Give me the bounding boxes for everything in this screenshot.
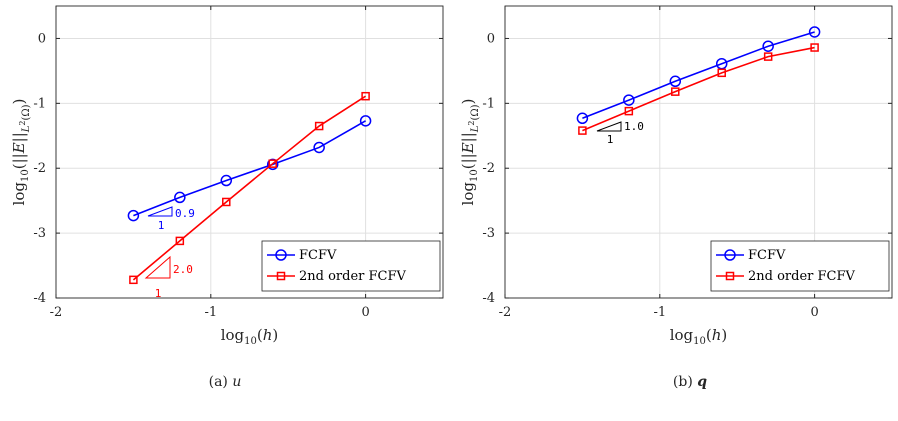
y-tick-label: -1 bbox=[33, 96, 46, 111]
y-tick-label: -3 bbox=[33, 226, 46, 241]
legend-box bbox=[261, 240, 441, 292]
data-point bbox=[222, 197, 231, 207]
data-point bbox=[762, 40, 774, 52]
y-tick-label: 0 bbox=[38, 31, 46, 46]
data-point bbox=[313, 141, 325, 154]
y-tick-label: -2 bbox=[482, 161, 495, 176]
y-tick-label: -4 bbox=[33, 291, 46, 306]
data-point bbox=[266, 158, 279, 171]
data-point bbox=[174, 191, 186, 204]
y-tick-label: 0 bbox=[487, 31, 495, 46]
data-point bbox=[314, 121, 324, 131]
data-point bbox=[175, 236, 185, 246]
slope-triangle bbox=[596, 121, 622, 132]
figure-caption: (b) q bbox=[673, 374, 707, 390]
x-tick-label: -2 bbox=[499, 305, 512, 320]
figure-caption: (a) u bbox=[209, 374, 242, 390]
legend-marker bbox=[276, 271, 286, 281]
data-point bbox=[623, 94, 635, 106]
legend-marker bbox=[275, 249, 287, 261]
x-tick-label: -1 bbox=[204, 305, 217, 320]
x-tick-label: 0 bbox=[361, 305, 369, 320]
data-point bbox=[361, 91, 370, 101]
y-axis-label: log10(||E||L2(Ω)) bbox=[10, 99, 32, 206]
legend-entry: FCFV bbox=[748, 248, 786, 263]
plot-area-box bbox=[504, 5, 893, 299]
slope-run-label: 1 bbox=[158, 219, 165, 232]
slope-triangle bbox=[144, 255, 171, 279]
plot-area-box bbox=[55, 5, 444, 299]
y-axis-label: log10(||E||L2(Ω)) bbox=[459, 99, 481, 206]
data-point bbox=[763, 52, 773, 61]
legend-entry: FCFV bbox=[299, 248, 337, 263]
chart-panel-1: -2 -1 0 0 -1 -2 -3 -4 log10(h) log10(||E||L2(Ω)) 0… bbox=[10, 5, 444, 390]
data-point bbox=[624, 106, 634, 116]
x-axis-label: log10(h) bbox=[221, 326, 279, 347]
x-axis-label: log10(h) bbox=[670, 326, 728, 347]
slope-run-label: 1 bbox=[607, 133, 614, 146]
slope-rise-label: 1.0 bbox=[624, 120, 644, 133]
slope-triangle bbox=[147, 206, 173, 217]
series-line-1 bbox=[582, 31, 815, 120]
chart-panel-2: -2 -1 0 0 -1 -2 -3 -4 log10(h) log10(||E||L2(Ω)) 1… bbox=[459, 5, 893, 390]
legend-marker bbox=[725, 271, 735, 281]
legend-entry: 2nd order FCFV bbox=[748, 269, 855, 284]
y-tick-label: -2 bbox=[33, 161, 46, 176]
data-point bbox=[268, 159, 277, 168]
data-point bbox=[717, 68, 726, 78]
data-point bbox=[129, 275, 138, 285]
data-point bbox=[810, 43, 819, 52]
legend-box bbox=[710, 240, 890, 292]
slope-run-label: 1 bbox=[155, 287, 162, 300]
slope-rise-label: 0.9 bbox=[175, 207, 195, 220]
data-point bbox=[220, 174, 233, 187]
y-tick-label: -1 bbox=[482, 96, 495, 111]
data-point bbox=[578, 126, 587, 135]
legend-entry: 2nd order FCFV bbox=[299, 269, 406, 284]
x-tick-label: -1 bbox=[653, 305, 666, 320]
data-point bbox=[576, 112, 589, 125]
legend-marker bbox=[724, 249, 736, 261]
y-tick-label: -3 bbox=[482, 226, 495, 241]
series-line-1 bbox=[133, 120, 366, 217]
series-line-2 bbox=[582, 46, 815, 132]
y-tick-label: -4 bbox=[482, 291, 495, 306]
data-point bbox=[669, 75, 682, 88]
x-tick-label: -2 bbox=[50, 305, 63, 320]
series-line-2 bbox=[132, 95, 367, 281]
data-point bbox=[808, 26, 821, 38]
data-point bbox=[671, 87, 680, 96]
data-point bbox=[359, 115, 372, 127]
slope-rise-label: 2.0 bbox=[173, 263, 193, 276]
x-tick-label: 0 bbox=[810, 305, 818, 320]
data-point bbox=[127, 209, 140, 222]
